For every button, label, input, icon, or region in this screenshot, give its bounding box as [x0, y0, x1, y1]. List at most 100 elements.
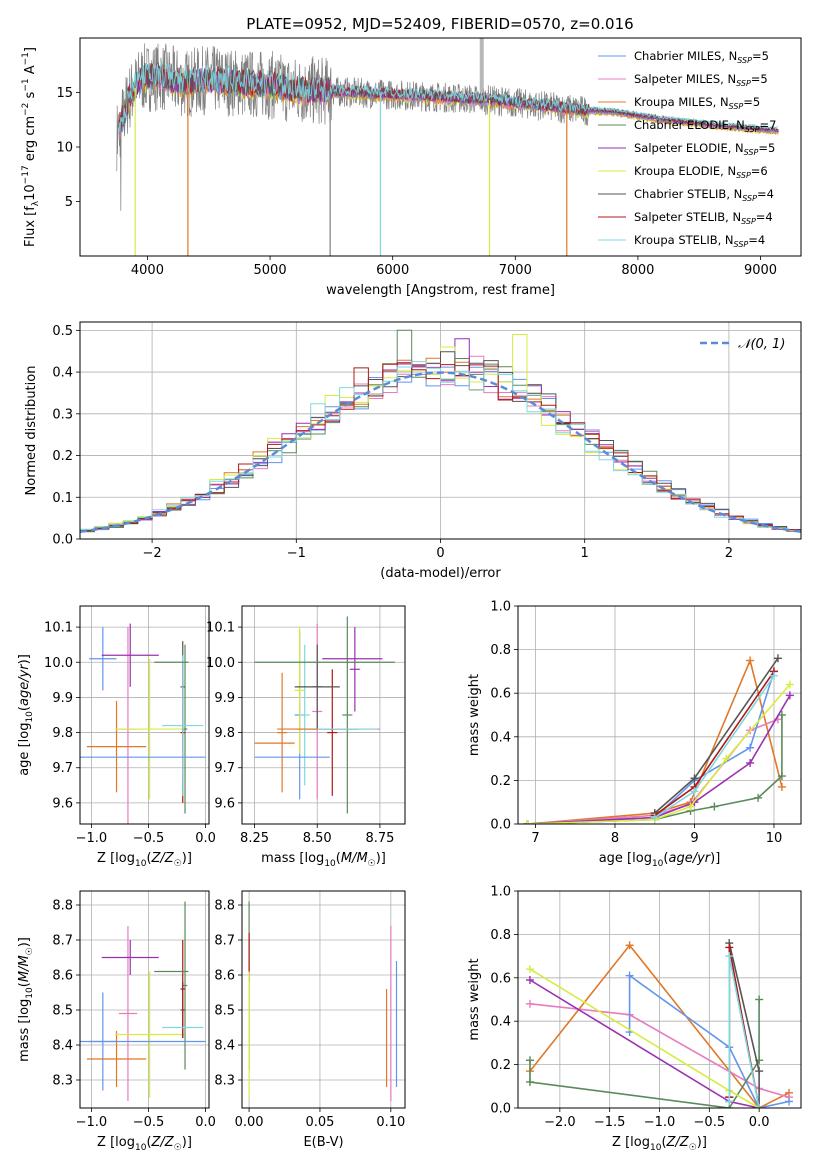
x-tick-label: −1.0: [76, 831, 108, 846]
mass-weight-marker: [525, 1056, 534, 1065]
mass-weight-marker: [755, 1067, 764, 1076]
x-tick-label: 0.0: [195, 831, 216, 846]
mass-weight-marker: [525, 1077, 534, 1086]
mass-weight-marker: [746, 758, 755, 767]
y-tick-label: 9.6: [214, 796, 235, 811]
frame-age-vs-Z: −1.0 −0.5 0.0 9.6 9.7 9.8 9.9 10.0 10.1 Z [log10(…: [17, 605, 216, 869]
mass-weight-series: [527, 718, 779, 824]
x-tick-label: 8.50: [303, 831, 332, 846]
y-tick-label: 9.9: [214, 691, 235, 706]
legend-label: Kroupa MILES, NSSP=5: [634, 95, 760, 111]
x-tick-label: 8.25: [240, 831, 269, 846]
y-tick-label: 8.6: [52, 969, 73, 984]
errorbar-point: [327, 669, 338, 796]
errorbar-point: [86, 700, 147, 793]
x-tick-label: 1: [581, 546, 589, 561]
errorbar-point: [101, 940, 159, 975]
y-tick-label: 10: [56, 141, 73, 156]
plot-area-mass-vs-EBV: [248, 901, 398, 1101]
frame-mass-vs-EBV: 0.00 0.05 0.10 8.3 8.4 8.5 8.6 8.7 8.8 E(B-V): [214, 890, 406, 1150]
y-tick-label: 9.7: [214, 761, 235, 776]
x-tick-label: 8.75: [365, 831, 394, 846]
x-tick-label: 7: [531, 831, 539, 846]
frame-residuals: −2 −1 0 1 2 0.0 0.1 0.2 0.3 0.4 0.5 (data-model)/er…: [24, 321, 802, 581]
mass-weight-series: [529, 1003, 790, 1098]
y-axis-label: mass [log10(M/M☉)]: [17, 937, 35, 1062]
model-spectrum-line: [118, 61, 779, 135]
legend-label: Chabrier STELIB, NSSP=4: [634, 187, 774, 203]
y-tick-label: 1.0: [490, 600, 511, 615]
frame-mass-weight-vs-Z: −2.0 −1.5 −1.0 −0.5 0.0 0.0 0.2 0.4 0.6 0.8 1.0 Z […: [467, 885, 802, 1153]
y-tick-label: 8.5: [52, 1004, 73, 1019]
mass-weight-marker: [650, 813, 659, 822]
mass-weight-marker: [754, 793, 763, 802]
mass-weight-marker: [746, 656, 755, 665]
x-axis-label: mass [log10(M/M☉)]: [261, 851, 386, 869]
mass-weight-marker: [773, 654, 782, 663]
errorbar-point: [115, 971, 184, 1098]
x-tick-label: 0.00: [235, 1115, 264, 1130]
axes-frame: [79, 890, 210, 1109]
mass-weight-marker: [690, 774, 699, 783]
x-tick-label: 0.05: [305, 1115, 334, 1130]
mass-weight-marker: [785, 680, 794, 689]
axes-mass-weight-vs-Z: −2.0 −1.5 −1.0 −0.5 0.0 0.0 0.2 0.4 0.6 0.8 1.0 Z […: [467, 885, 802, 1153]
errorbar-point: [89, 627, 117, 691]
y-tick-label: 8.4: [214, 1039, 235, 1054]
mass-weight-marker: [686, 802, 695, 811]
y-tick-label: 0.1: [52, 491, 73, 506]
axes-mass-weight-vs-age: 7 8 9 10 0.0 0.2 0.4 0.6 0.8 1.0 age [log10(age/yr…: [467, 600, 802, 869]
legend-label: Salpeter MILES, NSSP=5: [634, 72, 768, 88]
axes-age-vs-Z: −1.0 −0.5 0.0 9.6 9.7 9.8 9.9 10.0 10.1 Z [log10(…: [17, 605, 216, 869]
plot-area-residuals: [80, 329, 801, 534]
y-tick-label: 9.8: [214, 726, 235, 741]
y-tick-label: 0.0: [490, 818, 511, 833]
mass-weight-marker: [523, 820, 532, 824]
plot-area-mass-weight-vs-age: [523, 654, 794, 824]
y-tick-label: 8.3: [214, 1074, 235, 1089]
residual-histogram: [80, 361, 801, 534]
plot-area-mass-vs-Z: [80, 901, 206, 1101]
figure-title: PLATE=0952, MJD=52409, FIBERID=0570, z=0…: [246, 15, 633, 33]
y-tick-label: 0.6: [490, 687, 511, 702]
mass-weight-marker: [785, 1097, 794, 1106]
y-tick-label: 10.1: [206, 621, 235, 636]
x-tick-label: 9000: [744, 263, 777, 278]
errorbar-point: [349, 627, 360, 712]
mass-weight-marker: [755, 1104, 764, 1108]
frame-spectrum: 4000 5000 6000 7000 8000 9000 5 10 15 wavelength …: [21, 37, 802, 298]
x-tick-label: −0.5: [133, 1115, 165, 1130]
mass-weight-series: [529, 999, 760, 1108]
x-tick-label: −0.5: [133, 831, 165, 846]
y-tick-label: 10.0: [206, 656, 235, 671]
mass-weight-marker: [690, 787, 699, 796]
y-tick-label: 8.7: [214, 934, 235, 949]
y-tick-label: 0.5: [52, 324, 73, 339]
x-axis-label: age [log10(age/yr)]: [599, 851, 721, 869]
x-tick-label: 2: [725, 546, 733, 561]
x-tick-label: 5000: [254, 263, 287, 278]
axes-residuals: −2 −1 0 1 2 0.0 0.1 0.2 0.3 0.4 0.5 (data-model)/er…: [24, 321, 802, 581]
x-tick-label: −1: [287, 546, 306, 561]
frame-mass-weight-vs-age: 7 8 9 10 0.0 0.2 0.4 0.6 0.8 1.0 age [log10(age/yr…: [467, 600, 802, 869]
x-tick-label: −1.5: [594, 1115, 626, 1130]
x-axis-label: wavelength [Angstrom, rest frame]: [326, 283, 555, 298]
mass-weight-marker: [777, 782, 786, 791]
residual-legend: 𝒩(0, 1): [700, 337, 785, 352]
frame-age-vs-mass: 8.25 8.50 8.75 9.6 9.7 9.8 9.9 10.0 10.1 mass [lo…: [206, 605, 406, 869]
plot-area-age-vs-Z: [80, 623, 206, 824]
x-tick-label: 10: [766, 831, 783, 846]
mass-weight-marker: [725, 952, 734, 961]
x-axis-label: Z [log10(Z/Z☉)]: [97, 1135, 192, 1153]
errorbar-point: [342, 616, 353, 814]
x-axis-label: (data-model)/error: [380, 566, 501, 581]
y-tick-label: 9.7: [52, 761, 73, 776]
errorbar-point: [277, 672, 288, 793]
legend-label: Chabrier MILES, NSSP=5: [634, 49, 769, 65]
y-tick-label: 0.4: [490, 730, 511, 745]
errorbar-point: [180, 940, 186, 1038]
axes-mass-vs-Z: −1.0 −0.5 0.0 8.3 8.4 8.5 8.6 8.7 8.8 Z [log10(Z/…: [17, 890, 216, 1153]
plot-area-spectrum: [116, 38, 780, 256]
axes-frame: [79, 605, 210, 825]
